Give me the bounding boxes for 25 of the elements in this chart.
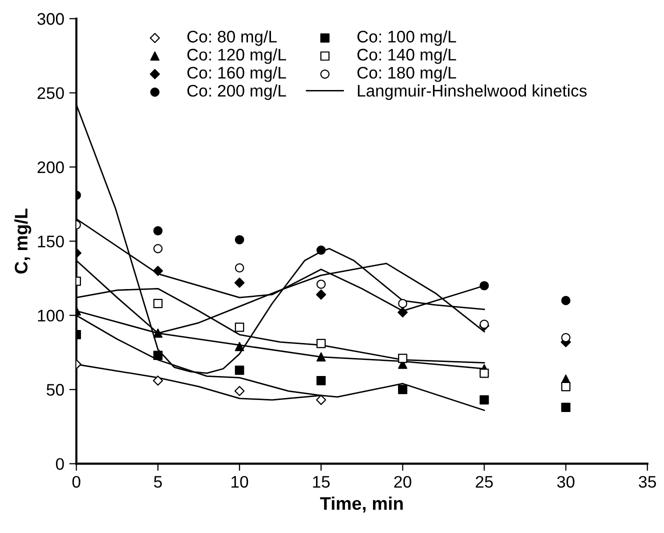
y-tick-label: 150 [38, 236, 64, 248]
x-tick-label: 20 [394, 476, 412, 488]
legend-label: Co: 140 mg/L [357, 48, 456, 64]
legend-label: Co: 80 mg/L [187, 30, 277, 46]
x-tick-label: 0 [72, 476, 80, 488]
y-tick-label: 250 [38, 87, 64, 100]
x-tick-label: 25 [476, 476, 493, 488]
x-tick-label: 5 [154, 476, 162, 488]
y-tick-label: 100 [38, 310, 64, 322]
x-tick-label: 10 [232, 476, 248, 488]
legend-label: Co: 100 mg/L [357, 30, 456, 46]
x-axis-title: Time, min [320, 496, 403, 512]
legend-label: Co: 200 mg/L [187, 84, 286, 100]
legend-label: Co: 160 mg/L [187, 66, 286, 82]
y-tick-label: 0 [56, 458, 64, 470]
y-tick-label: 50 [46, 384, 64, 396]
legend-label: Langmuir-Hinshelwood kinetics [358, 84, 587, 100]
y-axis-title: C, mg/L [14, 208, 32, 274]
y-tick-label: 300 [37, 13, 64, 25]
legend-label: Co: 180 mg/L [357, 66, 456, 82]
x-tick-label: 35 [638, 476, 656, 488]
x-tick-label: 30 [557, 476, 574, 488]
y-tick-label: 200 [38, 161, 64, 174]
legend-label: Co: 120 mg/L [187, 48, 286, 64]
x-tick-label: 15 [313, 476, 330, 488]
